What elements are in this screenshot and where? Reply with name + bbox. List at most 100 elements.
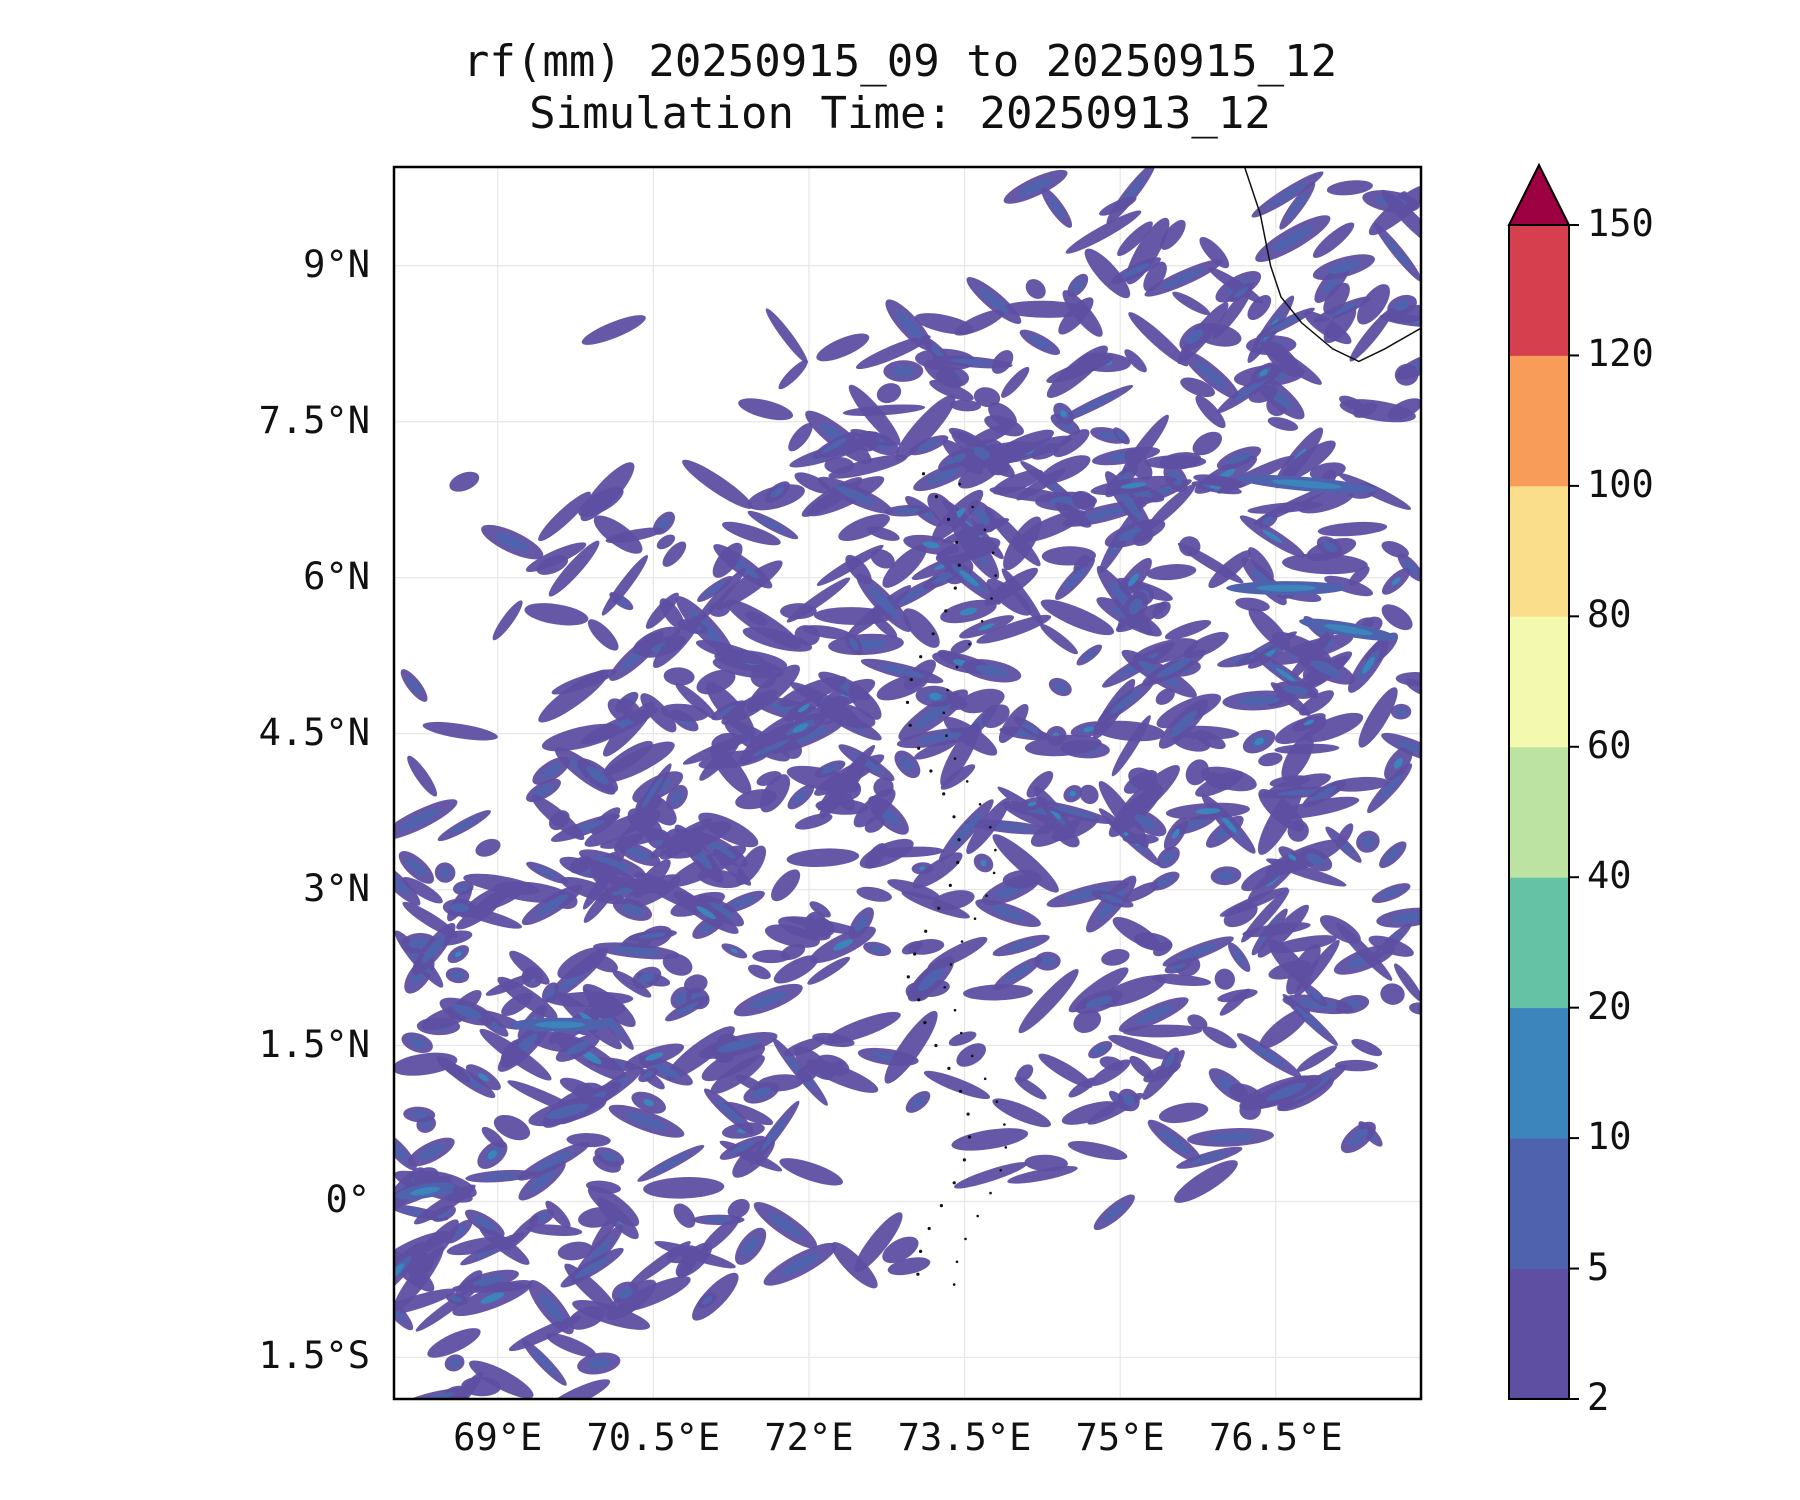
colorbar-tick-label: 120 bbox=[1587, 332, 1654, 376]
rain-cell bbox=[950, 639, 973, 655]
rain-cell-core bbox=[674, 1001, 700, 1016]
rain-cell bbox=[765, 308, 808, 364]
rain-cell-core bbox=[439, 867, 451, 879]
rain-cell bbox=[857, 431, 880, 452]
rain-cell-core bbox=[704, 1217, 733, 1223]
atoll-dot bbox=[906, 975, 910, 979]
rain-cell-core bbox=[990, 905, 1027, 921]
rain-cell bbox=[545, 1200, 571, 1229]
rain-cell bbox=[546, 1333, 597, 1358]
atoll-dot bbox=[960, 1031, 963, 1035]
rain-cell-core bbox=[1390, 912, 1421, 923]
rain-cell bbox=[1128, 312, 1189, 367]
atoll-dot bbox=[952, 815, 956, 819]
rain-cell bbox=[662, 541, 687, 567]
rain-cell bbox=[710, 1055, 765, 1094]
rain-cell-core bbox=[472, 1274, 506, 1287]
rain-cell-core bbox=[975, 664, 1009, 677]
rain-cell bbox=[856, 886, 892, 902]
rain-cell-core bbox=[1393, 300, 1411, 311]
rain-cell-core bbox=[1191, 1151, 1228, 1164]
rain-cell-core bbox=[894, 507, 920, 514]
rain-cell bbox=[538, 491, 591, 542]
rain-cell bbox=[578, 1207, 617, 1228]
rain-cell bbox=[1381, 604, 1413, 631]
atoll-dot bbox=[999, 1169, 1002, 1172]
rain-cell-core bbox=[1122, 263, 1150, 278]
rain-cell-core bbox=[915, 732, 963, 744]
rain-cell bbox=[1257, 904, 1309, 958]
rain-cell bbox=[684, 974, 708, 994]
rain-cell-core bbox=[410, 1110, 428, 1119]
rain-cell bbox=[1068, 1077, 1096, 1098]
rain-cell bbox=[927, 492, 958, 527]
rain-cell bbox=[831, 1242, 878, 1289]
colorbar-segment bbox=[1509, 1007, 1569, 1139]
rain-cell bbox=[954, 1162, 1028, 1189]
rain-cell bbox=[668, 821, 732, 853]
rain-cell-core bbox=[1234, 286, 1249, 298]
rain-cell-core bbox=[1217, 870, 1235, 881]
rain-streak-core bbox=[1323, 624, 1374, 636]
rain-cell bbox=[1160, 219, 1186, 250]
rain-cell bbox=[779, 676, 847, 707]
rain-cell bbox=[587, 859, 646, 892]
rain-cell-peak bbox=[645, 1052, 664, 1061]
rain-cell-core bbox=[918, 966, 944, 992]
rain-cell bbox=[1038, 1053, 1093, 1089]
rain-cell-peak bbox=[833, 939, 853, 951]
rain-cell bbox=[557, 1241, 593, 1261]
rain-cell bbox=[824, 456, 855, 474]
rain-cell bbox=[1079, 784, 1099, 805]
rain-cell-core bbox=[914, 700, 953, 729]
rain-cell bbox=[1267, 417, 1299, 431]
rain-cell bbox=[1073, 1009, 1101, 1033]
rain-cell bbox=[695, 639, 765, 665]
colorbar-segment bbox=[1509, 616, 1569, 748]
rain-cell bbox=[586, 1180, 621, 1194]
rain-cell bbox=[927, 936, 988, 971]
rain-cell-core bbox=[751, 1087, 772, 1099]
rain-cell-core bbox=[457, 884, 469, 892]
atoll-dot bbox=[957, 563, 961, 567]
rain-cell-core bbox=[533, 784, 554, 797]
rain-cell-core bbox=[730, 896, 755, 909]
rain-cell-core bbox=[892, 365, 915, 377]
rain-cell bbox=[501, 992, 533, 1016]
rain-cell bbox=[1164, 619, 1212, 640]
rain-cell bbox=[712, 542, 743, 578]
rain-cell-core bbox=[822, 437, 847, 453]
rain-cell-core bbox=[574, 1256, 610, 1279]
rain-cell bbox=[469, 1360, 534, 1399]
rain-cell bbox=[1084, 248, 1131, 299]
colorbar bbox=[1507, 162, 1579, 1400]
rain-cell bbox=[1276, 796, 1360, 819]
atoll-dot bbox=[913, 952, 917, 956]
rain-cell-core bbox=[1182, 818, 1207, 830]
atoll-dot bbox=[917, 746, 921, 750]
rain-cell-peak bbox=[1254, 737, 1265, 746]
atoll-dot bbox=[965, 780, 969, 783]
rain-cell bbox=[652, 615, 701, 669]
rain-cell bbox=[951, 1128, 1029, 1151]
rain-cell-peak bbox=[1262, 529, 1283, 543]
colorbar-segment bbox=[1509, 877, 1569, 1009]
atoll-dot bbox=[973, 917, 977, 920]
rain-cell bbox=[816, 544, 884, 586]
rain-cell-core bbox=[1053, 805, 1097, 819]
rain-cell bbox=[1263, 340, 1302, 377]
rain-cell-core bbox=[1287, 192, 1308, 219]
rain-cell bbox=[663, 667, 695, 686]
rain-cell-core bbox=[705, 840, 736, 859]
rainfall-field bbox=[394, 167, 1421, 1399]
rain-cell-peak bbox=[798, 704, 810, 713]
rain-cell bbox=[771, 869, 801, 902]
rain-cell bbox=[587, 1185, 640, 1227]
rain-cell bbox=[1303, 712, 1364, 743]
rain-cell bbox=[1071, 490, 1096, 511]
rain-cell bbox=[794, 625, 820, 646]
rain-cell bbox=[587, 953, 618, 973]
rain-cell-core bbox=[869, 945, 885, 953]
atoll-dot bbox=[959, 1089, 963, 1093]
rain-cell bbox=[1053, 429, 1090, 458]
